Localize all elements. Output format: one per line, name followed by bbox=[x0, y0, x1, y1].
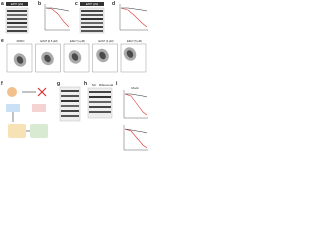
panel-letter: g bbox=[57, 81, 60, 87]
panel-letter: c bbox=[75, 1, 78, 7]
cell-core bbox=[126, 50, 134, 58]
panel-letter: e bbox=[1, 38, 4, 44]
blot-header-text: EZH7 (μM) bbox=[86, 3, 98, 6]
plot-title: EZH7 (0.5 μM) bbox=[40, 39, 57, 43]
mini-chart bbox=[119, 4, 148, 31]
panel-letter: a bbox=[1, 1, 4, 7]
cell-core bbox=[16, 56, 24, 64]
blot bbox=[79, 7, 105, 34]
cell-core bbox=[44, 54, 51, 63]
cell-core bbox=[99, 51, 106, 60]
flow-plots: DMSO EZH7 (0.5 μM) EZH7 (1 μM) EZH7 (2 μM) E… bbox=[6, 39, 147, 73]
figure: a EZH7 (μM) b c EZH7 (μM) d e DMSO EZH7 (… bbox=[1, 1, 148, 151]
column-label: Ribosomal bbox=[99, 83, 114, 87]
blot bbox=[5, 7, 29, 34]
blot bbox=[87, 87, 113, 119]
mini-chart bbox=[44, 4, 70, 31]
plot-title: EZH7 (2 μM) bbox=[99, 39, 114, 43]
plot-title: EZH7 (5 μM) bbox=[127, 39, 142, 43]
mini-chart bbox=[123, 90, 148, 151]
column-label: Scr bbox=[92, 83, 97, 87]
plot-title: EZH7 (1 μM) bbox=[70, 39, 85, 43]
diagram bbox=[6, 87, 48, 138]
panel-letter: f bbox=[1, 81, 3, 87]
blot bbox=[59, 86, 81, 122]
panel-letter: b bbox=[38, 1, 41, 7]
blot-header bbox=[80, 2, 104, 6]
cell-core bbox=[71, 53, 79, 61]
panel-letter: d bbox=[112, 1, 115, 7]
blot-header bbox=[6, 2, 28, 6]
series-label: Mock bbox=[131, 86, 139, 90]
panel-letter: h bbox=[84, 81, 87, 87]
panel-letter: i bbox=[116, 81, 118, 87]
blot-header-text: EZH7 (μM) bbox=[11, 3, 23, 6]
plot-title: DMSO bbox=[17, 39, 25, 43]
